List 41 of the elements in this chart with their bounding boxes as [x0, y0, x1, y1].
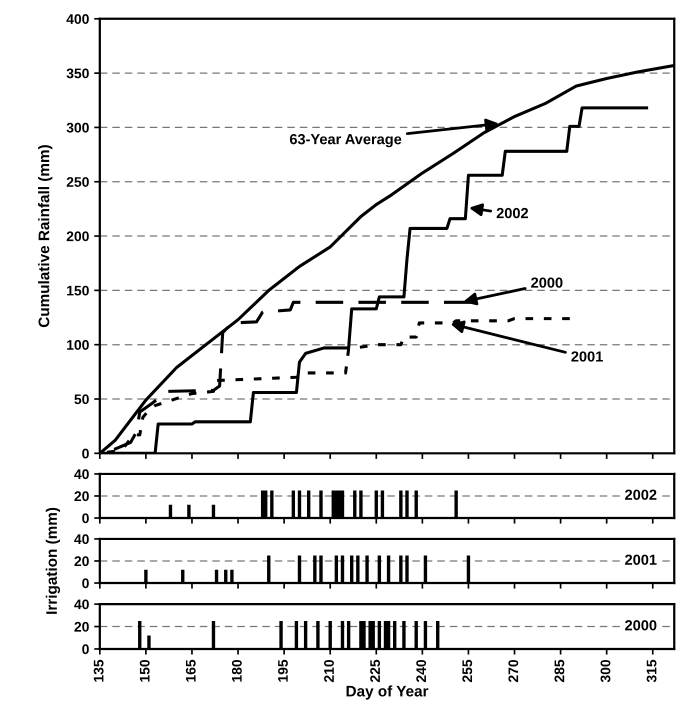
y-tick-label: 50 [74, 394, 89, 404]
text: 2001 [625, 554, 657, 565]
x-axis-title: Day of Year [346, 685, 428, 700]
y-tick-label: 20 [74, 622, 89, 632]
y-tick-label: 20 [74, 491, 89, 502]
y-tick-label: 0 [82, 448, 89, 458]
y-tick-label: 100 [67, 340, 89, 350]
text: 2000 [625, 620, 656, 630]
x-tick-label: 270 [508, 660, 518, 682]
y-tick-label: 250 [66, 177, 89, 187]
y-tick-label: 20 [74, 556, 89, 566]
x-tick-label: 315 [646, 660, 656, 682]
text: 63-Year Average [290, 134, 402, 148]
y-tick-label: 200 [66, 231, 89, 242]
y-tick-label: 0 [82, 513, 89, 524]
x-tick-label: 300 [600, 660, 610, 682]
y-tick-label: 300 [66, 122, 89, 133]
text: 2000 [531, 277, 562, 288]
legend-label: 2002 [496, 208, 528, 218]
x-tick-label: 150 [140, 660, 150, 682]
y-tick-label: 0 [82, 578, 89, 588]
x-tick-label: 165 [186, 660, 196, 682]
x-tick-label: 195 [278, 660, 288, 682]
text: 2002 [625, 490, 656, 500]
x-tick-label: 285 [554, 660, 564, 682]
x-tick-label: 240 [416, 660, 426, 682]
x-tick-label: 135 [94, 660, 104, 682]
y-tick-label: 40 [74, 534, 89, 544]
y-tick-label: 40 [74, 469, 89, 480]
y-tick-label: 400 [66, 14, 89, 24]
x-tick-label: 180 [232, 660, 242, 682]
y-tick-label: 150 [67, 286, 89, 296]
x-tick-label: 210 [324, 660, 334, 682]
y-tick-label: 350 [66, 68, 89, 78]
y-tick-label: 40 [74, 599, 89, 610]
y-axis-title: Irrigation (mm) [46, 508, 60, 614]
x-tick-label: 255 [462, 660, 472, 682]
x-tick-label: 225 [370, 660, 380, 682]
text: 2001 [571, 351, 603, 362]
y-axis-title: Cumulative Rainfall (mm) [38, 145, 52, 328]
y-tick-label: 0 [82, 644, 89, 654]
